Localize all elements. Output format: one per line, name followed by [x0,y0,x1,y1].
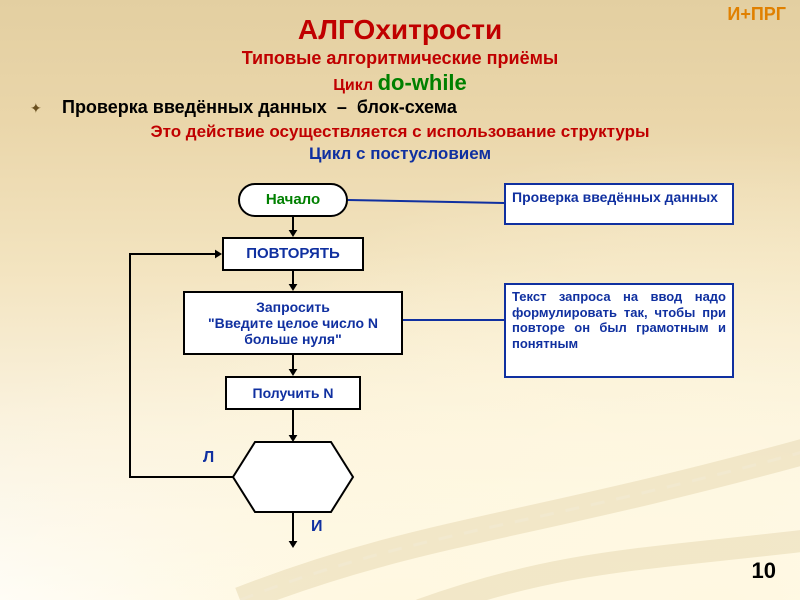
cycle-name: do-while [378,70,467,95]
node-get: Получить N [225,376,361,410]
note-check: Проверка введённых данных [504,183,734,225]
decision-while-cond: N <> 0 [253,479,333,495]
decision-false-label: И [311,518,323,536]
node-prompt: Запросить "Введите целое число N больше … [183,291,403,355]
bullet-glyph: ✦ [30,100,42,117]
node-start: Начало [238,183,348,217]
note-prompt-advice: Текст запроса на ввод надо формулировать… [504,283,734,378]
decision-while-label: ПОКА [253,459,333,475]
desc2: Цикл с постусловием [0,144,800,164]
desc1: Это действие осуществляется с использова… [0,122,800,142]
title: АЛГОхитрости [0,14,800,46]
decision-true-label: Л [203,449,214,467]
page-number: 10 [752,558,776,584]
subtitle: Типовые алгоритмические приёмы [0,48,800,69]
bullet-line: Проверка введённых данных – блок-схема [62,97,457,118]
stage: И+ПРГ 10 АЛГОхитрости Типовые алгоритмич… [0,0,800,600]
cycle-label: Цикл [333,77,377,94]
node-repeat: ПОВТОРЯТЬ [222,237,364,271]
cycle-line: Цикл do-while [0,70,800,96]
